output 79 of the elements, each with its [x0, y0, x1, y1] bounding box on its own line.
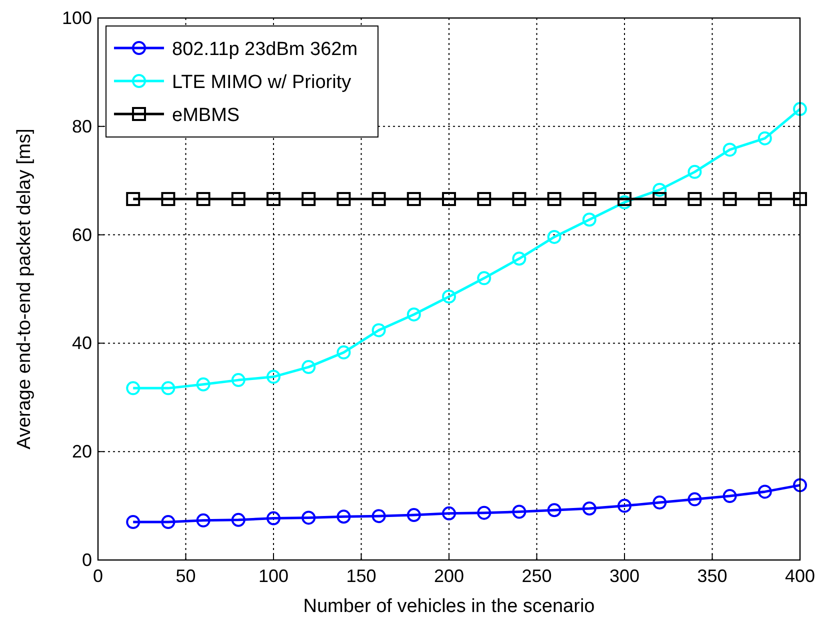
point [688, 192, 702, 206]
point [477, 271, 492, 286]
point [302, 360, 316, 374]
point [722, 142, 737, 157]
point [196, 192, 210, 206]
point [688, 164, 702, 179]
point [336, 345, 351, 360]
x-tick-label: 400 [784, 566, 816, 586]
point [266, 192, 280, 206]
x-tick-label: 200 [434, 566, 464, 586]
point [266, 370, 280, 384]
point [231, 373, 246, 388]
y-tick-label: 20 [72, 442, 92, 462]
point [688, 492, 702, 506]
y-tick-label: 0 [82, 550, 92, 570]
point [196, 513, 210, 528]
point [372, 323, 386, 338]
point [547, 230, 562, 244]
point [582, 212, 596, 227]
point [372, 192, 386, 206]
y-tick-label: 100 [62, 8, 92, 28]
point [406, 508, 421, 522]
point [336, 192, 351, 206]
x-tick-label: 250 [522, 566, 552, 586]
legend-label: eMBMS [172, 105, 240, 126]
y-axis-title: Average end-to-end packet delay [ms] [14, 128, 35, 450]
point [793, 102, 807, 116]
point [547, 503, 562, 518]
point [302, 510, 316, 525]
point [793, 478, 807, 492]
point [512, 252, 526, 266]
point [652, 182, 667, 197]
point [406, 192, 421, 206]
x-tick-label: 350 [697, 566, 728, 586]
point [406, 307, 421, 322]
point [582, 192, 596, 206]
point [652, 496, 667, 510]
x-tick-label: 300 [609, 566, 640, 586]
point [722, 192, 737, 206]
point [618, 192, 632, 206]
point [477, 506, 492, 520]
x-tick-label: 100 [258, 566, 289, 586]
y-tick-label: 40 [72, 333, 92, 354]
point [758, 484, 772, 499]
point [652, 192, 667, 206]
point [547, 192, 562, 206]
point [336, 510, 351, 524]
point [266, 511, 280, 526]
point [618, 195, 632, 210]
point [722, 489, 737, 504]
point [758, 192, 772, 206]
point [582, 502, 596, 516]
y-tick-label: 80 [72, 116, 92, 136]
point [442, 506, 456, 520]
legend-label: 802.11p 23dBm 362m [172, 39, 358, 60]
point [161, 381, 176, 396]
x-tick-label: 150 [346, 566, 376, 586]
point [302, 192, 316, 206]
legend-label: LTE MIMO w/ Priority [172, 72, 352, 93]
point [196, 377, 210, 392]
x-tick-label: 50 [176, 566, 196, 586]
point [793, 192, 807, 206]
point [372, 509, 386, 524]
point [512, 192, 526, 206]
point [126, 515, 140, 530]
point [161, 515, 176, 530]
point [618, 498, 632, 513]
x-axis-title: Number of vehicles in the scenario [303, 596, 595, 617]
point [126, 381, 140, 396]
point [442, 192, 456, 206]
y-tick-label: 60 [72, 224, 92, 245]
point [231, 192, 246, 206]
point [231, 512, 246, 527]
point [161, 192, 176, 206]
point [512, 504, 526, 519]
point [758, 131, 772, 146]
point [126, 192, 140, 206]
point [477, 192, 492, 206]
point [442, 290, 456, 304]
